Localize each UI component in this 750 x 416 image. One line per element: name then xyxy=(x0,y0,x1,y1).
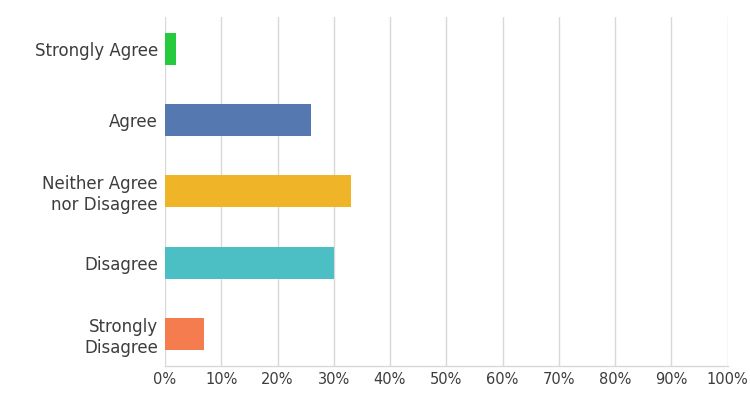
Bar xyxy=(165,175,350,208)
Bar xyxy=(165,32,176,64)
Bar xyxy=(165,247,334,279)
Bar xyxy=(165,104,311,136)
Bar xyxy=(165,318,204,350)
